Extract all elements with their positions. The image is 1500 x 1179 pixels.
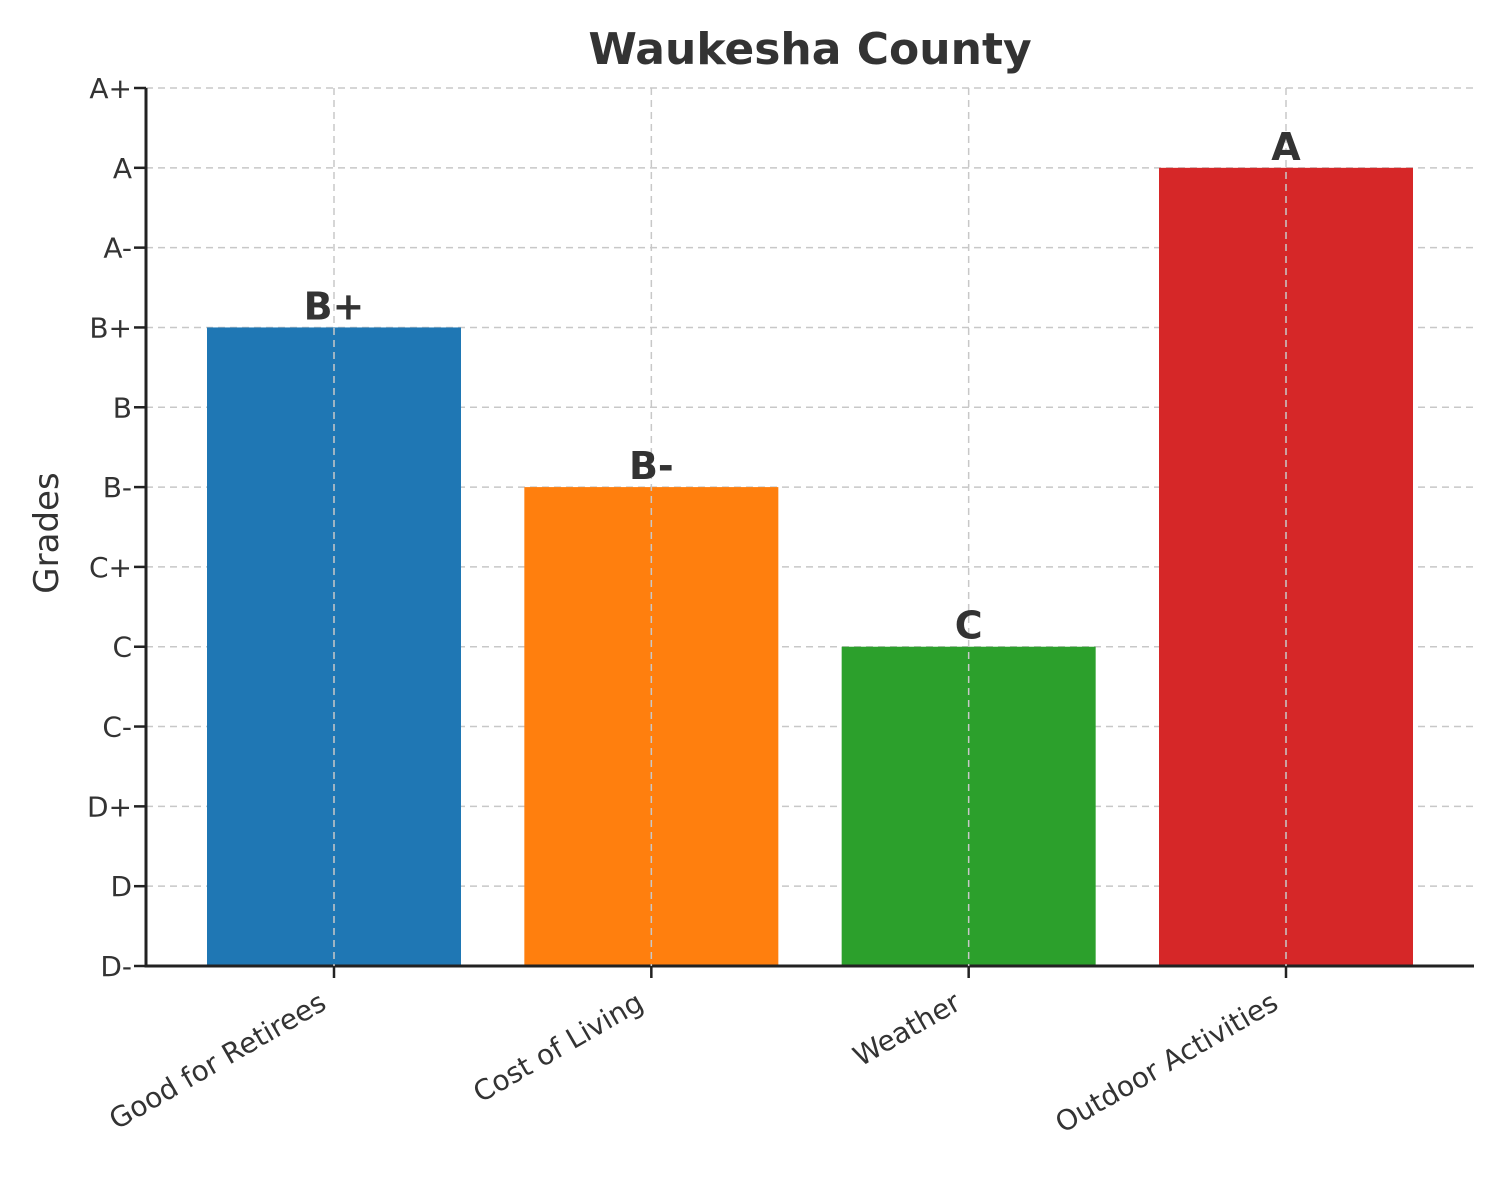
y-tick-label: C+ (89, 551, 132, 584)
y-tick-label: B (113, 391, 132, 424)
x-tick-label: Weather (848, 985, 967, 1073)
y-tick-label: C- (102, 711, 132, 744)
bar (841, 646, 1096, 966)
y-tick-label: A+ (89, 72, 132, 105)
bar-value-label: A (1271, 125, 1301, 169)
bar-value-label: B- (629, 444, 674, 488)
bar-value-label: B+ (304, 284, 365, 328)
y-tick-label: D+ (87, 790, 132, 823)
y-axis-label: Grades (27, 472, 67, 593)
y-tick-label: A (113, 152, 132, 185)
bar-value-label: C (955, 604, 983, 648)
x-tick-label: Outdoor Activities (1050, 985, 1284, 1139)
x-tick-label: Cost of Living (468, 985, 649, 1109)
y-tick-label: D (110, 870, 132, 903)
x-axis-ticks: Good for Retirees Cost of Living Weather Ou… (104, 966, 1288, 1140)
y-tick-label: A- (103, 232, 132, 265)
y-axis-ticks: D- D D+ C- C C+ B- B B+ A- A A+ (87, 72, 146, 983)
y-tick-label: C (112, 631, 132, 664)
bar-value-labels: B+ B- C A (304, 88, 1301, 966)
y-tick-label: B- (103, 471, 132, 504)
y-tick-label: D- (100, 950, 132, 983)
axes (144, 88, 1474, 968)
x-tick-label: Good for Retirees (104, 985, 332, 1136)
chart-title: Waukesha County (588, 24, 1031, 75)
y-tick-label: B+ (89, 311, 132, 344)
